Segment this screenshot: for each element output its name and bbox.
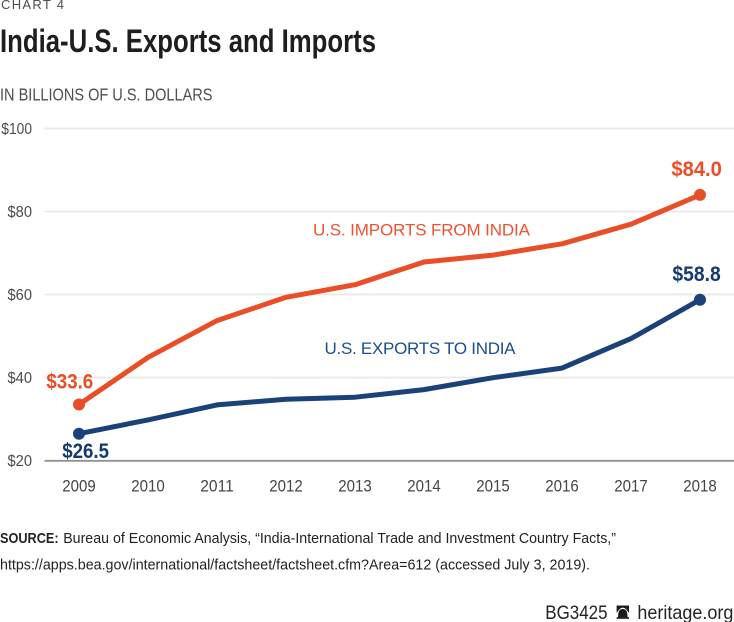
svg-text:2018: 2018 [683,476,717,495]
svg-text:CHART 4: CHART 4 [1,0,64,12]
svg-text:2012: 2012 [269,476,303,495]
svg-text:$33.6: $33.6 [46,370,93,393]
svg-text:India-U.S. Exports and Imports: India-U.S. Exports and Imports [0,23,376,59]
svg-text:2017: 2017 [614,476,648,495]
svg-text:2015: 2015 [476,476,510,495]
svg-text:2016: 2016 [545,476,579,495]
svg-text:$40: $40 [8,370,33,387]
svg-text:$80: $80 [8,204,33,221]
svg-text:$84.0: $84.0 [671,158,722,181]
svg-text:2010: 2010 [131,476,165,495]
svg-text:2013: 2013 [338,476,372,495]
svg-text:BG3425: BG3425 [545,602,607,622]
svg-text:$58.8: $58.8 [672,263,721,286]
svg-text:heritage.org: heritage.org [637,602,733,622]
svg-text:$26.5: $26.5 [62,440,109,463]
svg-text:$100: $100 [1,121,32,138]
svg-text:Bureau of Economic Analysis, “: Bureau of Economic Analysis, “India-Inte… [63,530,616,547]
svg-text:SOURCE:: SOURCE: [0,530,59,547]
svg-text:$60: $60 [8,287,33,304]
svg-text:U.S. IMPORTS FROM INDIA: U.S. IMPORTS FROM INDIA [313,221,531,240]
svg-text:2014: 2014 [407,476,441,495]
svg-text:2009: 2009 [62,476,96,495]
svg-text:https://apps.bea.gov/internati: https://apps.bea.gov/international/facts… [0,556,590,573]
svg-text:IN BILLIONS OF U.S. DOLLARS: IN BILLIONS OF U.S. DOLLARS [0,84,213,104]
svg-text:U.S. EXPORTS TO INDIA: U.S. EXPORTS TO INDIA [325,339,517,358]
svg-text:$20: $20 [8,453,33,470]
svg-text:2011: 2011 [200,476,234,495]
